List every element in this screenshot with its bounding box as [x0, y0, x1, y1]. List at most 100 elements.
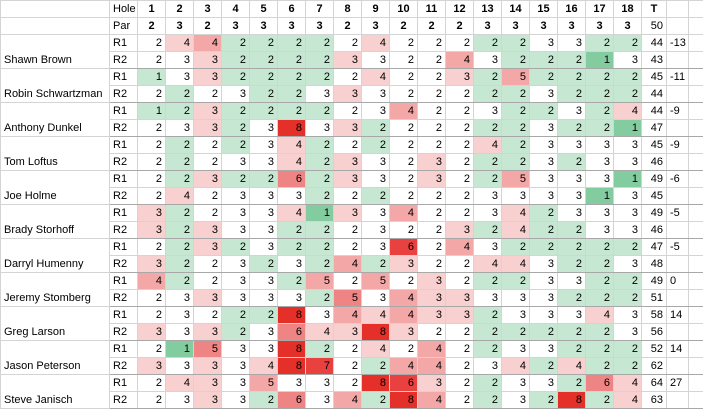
hole-number[interactable]: 6	[277, 0, 306, 18]
score-cell[interactable]: 3	[137, 204, 166, 222]
score-cell[interactable]: 2	[137, 340, 166, 358]
score-cell[interactable]: 2	[221, 51, 250, 69]
score-cell[interactable]: 2	[277, 85, 306, 103]
score-cell[interactable]: 2	[333, 238, 362, 256]
score-cell[interactable]: 2	[305, 289, 334, 307]
score-cell[interactable]: 2	[473, 68, 502, 86]
hole-number[interactable]: 4	[221, 0, 250, 18]
score-to-par[interactable]: 0	[666, 272, 689, 290]
score-cell[interactable]: 3	[445, 68, 474, 86]
score-cell[interactable]: 2	[305, 153, 334, 171]
score-cell[interactable]: 4	[501, 357, 530, 375]
score-cell[interactable]: 2	[445, 136, 474, 154]
round-label[interactable]: R2	[109, 221, 138, 239]
score-cell[interactable]: 2	[613, 272, 642, 290]
score-cell[interactable]: 2	[445, 272, 474, 290]
combined-total[interactable]: 127	[688, 391, 703, 409]
score-cell[interactable]: 3	[473, 187, 502, 205]
score-cell[interactable]: 2	[473, 340, 502, 358]
score-cell[interactable]: 3	[613, 221, 642, 239]
score-cell[interactable]: 2	[445, 102, 474, 120]
score-cell[interactable]: 3	[193, 357, 222, 375]
score-cell[interactable]: 2	[165, 102, 194, 120]
score-cell[interactable]: 2	[361, 357, 390, 375]
empty-cell[interactable]	[688, 0, 703, 18]
hole-number[interactable]: 1	[137, 0, 166, 18]
round-label[interactable]: R1	[109, 238, 138, 256]
score-cell[interactable]: 1	[613, 119, 642, 137]
score-to-par[interactable]: -9	[666, 136, 689, 154]
score-cell[interactable]: 2	[473, 153, 502, 171]
score-cell[interactable]: 2	[445, 340, 474, 358]
score-cell[interactable]: 3	[277, 255, 306, 273]
score-cell[interactable]: 2	[137, 51, 166, 69]
score-cell[interactable]: 2	[557, 255, 586, 273]
score-cell[interactable]: 2	[585, 85, 614, 103]
score-cell[interactable]: 4	[361, 68, 390, 86]
score-cell[interactable]: 4	[333, 391, 362, 409]
score-cell[interactable]: 2	[137, 34, 166, 52]
score-cell[interactable]: 4	[361, 340, 390, 358]
score-cell[interactable]: 2	[501, 85, 530, 103]
score-cell[interactable]: 2	[529, 51, 558, 69]
score-cell[interactable]: 2	[389, 34, 418, 52]
score-cell[interactable]: 2	[389, 272, 418, 290]
score-cell[interactable]: 3	[193, 323, 222, 341]
round-total[interactable]: 46	[641, 221, 667, 239]
total-label[interactable]: T	[641, 0, 667, 18]
score-cell[interactable]: 3	[557, 204, 586, 222]
score-cell[interactable]: 2	[473, 306, 502, 324]
score-cell[interactable]: 2	[333, 357, 362, 375]
score-cell[interactable]: 2	[137, 153, 166, 171]
score-cell[interactable]: 2	[585, 68, 614, 86]
score-cell[interactable]: 3	[165, 289, 194, 307]
score-cell[interactable]: 2	[557, 68, 586, 86]
score-cell[interactable]: 3	[221, 221, 250, 239]
score-cell[interactable]: 1	[585, 187, 614, 205]
score-cell[interactable]: 2	[165, 238, 194, 256]
score-cell[interactable]: 2	[417, 51, 446, 69]
score-cell[interactable]: 2	[557, 153, 586, 171]
score-cell[interactable]: 2	[445, 119, 474, 137]
score-cell[interactable]: 3	[417, 306, 446, 324]
score-cell[interactable]: 3	[557, 170, 586, 188]
score-cell[interactable]: 4	[389, 306, 418, 324]
score-cell[interactable]: 2	[585, 289, 614, 307]
score-cell[interactable]: 3	[473, 289, 502, 307]
score-cell[interactable]: 1	[137, 68, 166, 86]
score-cell[interactable]: 6	[277, 170, 306, 188]
score-cell[interactable]: 4	[249, 357, 278, 375]
score-cell[interactable]: 4	[445, 238, 474, 256]
score-cell[interactable]: 3	[277, 289, 306, 307]
score-cell[interactable]: 2	[305, 221, 334, 239]
score-cell[interactable]: 2	[305, 102, 334, 120]
score-cell[interactable]: 2	[445, 391, 474, 409]
score-cell[interactable]: 4	[613, 374, 642, 392]
round-total[interactable]: 56	[641, 323, 667, 341]
score-cell[interactable]: 3	[417, 170, 446, 188]
round-total[interactable]: 49	[641, 170, 667, 188]
score-cell[interactable]: 3	[305, 306, 334, 324]
score-cell[interactable]: 3	[305, 85, 334, 103]
hole-number[interactable]: 11	[417, 0, 446, 18]
par-label[interactable]: Par	[109, 17, 138, 35]
score-cell[interactable]: 2	[613, 357, 642, 375]
score-cell[interactable]: 4	[389, 289, 418, 307]
hole-number[interactable]: 9	[361, 0, 390, 18]
player-name[interactable]: Brady Storhoff	[0, 204, 110, 239]
score-cell[interactable]: 5	[333, 289, 362, 307]
combined-total[interactable]: 100	[688, 289, 703, 307]
round-total[interactable]: 44	[641, 34, 667, 52]
score-cell[interactable]: 4	[445, 51, 474, 69]
score-cell[interactable]: 3	[193, 51, 222, 69]
score-cell[interactable]: 1	[137, 102, 166, 120]
hole-number[interactable]: 13	[473, 0, 502, 18]
score-cell[interactable]: 3	[193, 289, 222, 307]
score-cell[interactable]: 3	[249, 136, 278, 154]
score-cell[interactable]: 2	[389, 68, 418, 86]
score-to-par[interactable]: 14	[666, 306, 689, 324]
score-cell[interactable]: 3	[249, 340, 278, 358]
empty-cell[interactable]	[688, 102, 703, 120]
score-cell[interactable]: 2	[501, 323, 530, 341]
score-cell[interactable]: 3	[193, 102, 222, 120]
